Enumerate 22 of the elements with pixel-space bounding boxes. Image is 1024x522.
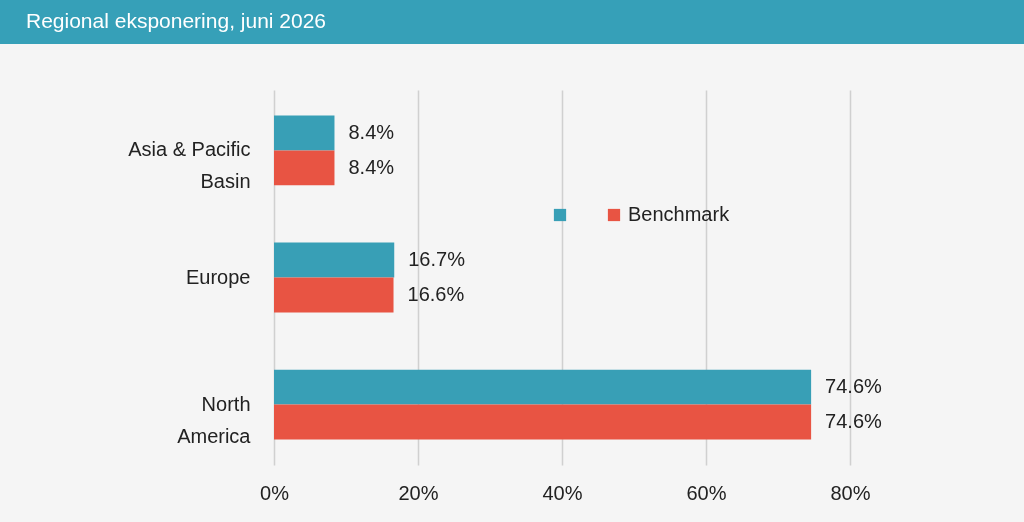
bar [274,369,812,405]
data-label: 74.6% [825,410,883,433]
x-tick-label: 0% [260,481,290,504]
legend-label: Benchmark [628,203,731,225]
bar [274,115,335,151]
x-tick-label: 80% [830,481,871,504]
data-label: 16.6% [407,282,465,305]
chart-title: Regional eksponering, juni 2026 [26,9,327,32]
bar [274,404,812,440]
bar [274,242,395,278]
data-label: 74.6% [825,375,883,398]
bar [274,150,335,186]
data-label: 8.4% [348,120,395,143]
bar [274,277,394,313]
y-tick-label: Europe [186,265,251,288]
x-tick-label: 40% [542,481,583,504]
data-label: 16.7% [408,248,466,271]
x-tick-label: 60% [686,481,727,504]
x-tick-label: 20% [398,481,439,504]
y-tick-label: Asia & Pacific Basin [128,138,251,193]
y-tick-label: North America [177,392,252,447]
data-label: 8.4% [348,155,395,178]
